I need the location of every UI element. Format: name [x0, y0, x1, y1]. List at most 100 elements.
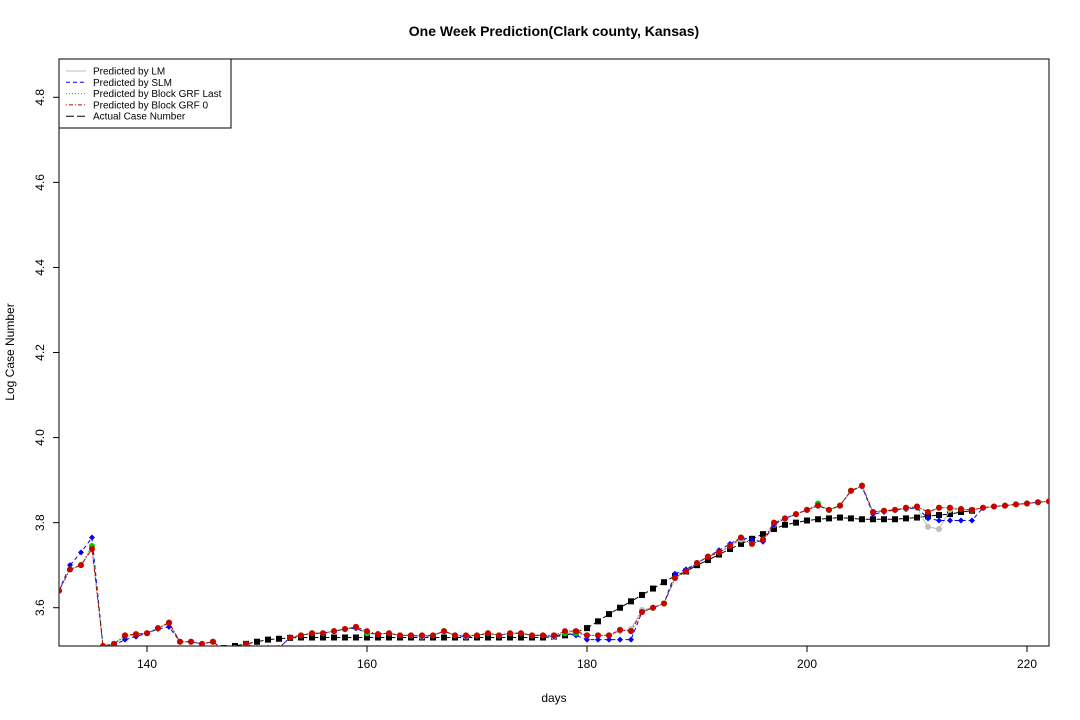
data-point-grf0	[463, 632, 469, 639]
data-point-grf0	[507, 630, 513, 637]
series-layer	[59, 482, 1049, 655]
data-point-grf0	[452, 632, 458, 639]
data-point-grf0	[287, 634, 293, 641]
legend-label-grf0: Predicted by Block GRF 0	[93, 100, 208, 111]
data-point-grf0	[155, 625, 161, 632]
data-point-grf0	[166, 619, 172, 626]
data-point-actual	[870, 516, 876, 523]
data-point-actual	[375, 634, 381, 641]
data-point-grf0	[606, 632, 612, 639]
data-point-grf0	[342, 625, 348, 632]
data-point-grf0	[67, 566, 73, 573]
data-point-grf_last	[254, 647, 260, 653]
x-tick-label: 200	[797, 657, 817, 671]
series-line-grf0	[59, 484, 1049, 646]
data-point-grf0	[958, 506, 964, 513]
data-point-grf0	[749, 540, 755, 547]
data-point-grf0	[430, 632, 436, 639]
data-point-actual	[661, 579, 667, 586]
data-point-actual	[639, 591, 645, 598]
data-point-actual	[518, 634, 524, 641]
data-point-actual	[353, 634, 359, 641]
data-point-grf0	[925, 509, 931, 516]
data-point-actual	[936, 511, 942, 518]
data-point-slm	[969, 517, 975, 524]
data-point-grf0	[177, 638, 183, 645]
series-line-slm	[59, 485, 1049, 646]
data-point-actual	[386, 634, 392, 641]
y-tick-label: 3.8	[33, 514, 47, 531]
data-point-grf0	[408, 632, 414, 639]
x-tick-label: 180	[577, 657, 597, 671]
data-point-grf0	[320, 630, 326, 637]
data-point-grf0	[265, 645, 271, 646]
data-point-grf0	[683, 568, 689, 575]
data-point-slm	[89, 534, 95, 541]
data-point-slm	[595, 636, 601, 643]
data-point-grf_last	[221, 647, 227, 653]
x-axis-label: days	[541, 691, 566, 705]
data-point-actual	[265, 636, 271, 643]
legend-label-slm: Predicted by SLM	[93, 78, 172, 89]
data-point-grf0	[221, 647, 227, 653]
data-point-actual	[848, 515, 854, 522]
data-point-grf0	[738, 534, 744, 541]
data-point-grf0	[122, 632, 128, 639]
data-point-grf0	[1002, 502, 1008, 509]
data-point-grf0	[496, 632, 502, 639]
y-tick-label: 4.0	[33, 429, 47, 446]
data-point-slm	[584, 636, 590, 643]
data-point-grf0	[991, 503, 997, 510]
data-point-grf0	[870, 509, 876, 516]
data-point-grf0	[89, 546, 95, 553]
data-point-grf0	[804, 506, 810, 513]
data-point-grf0	[826, 506, 832, 513]
data-point-actual	[309, 634, 315, 641]
data-point-actual	[947, 511, 953, 518]
data-point-actual	[815, 516, 821, 523]
plot-area-border	[58, 58, 1050, 647]
data-point-lm	[254, 647, 260, 653]
data-point-grf0	[661, 600, 667, 607]
data-point-slm	[672, 570, 678, 577]
data-point-grf0	[903, 504, 909, 511]
y-tick-label: 4.6	[33, 174, 47, 191]
data-point-slm	[628, 636, 634, 643]
data-point-grf0	[331, 628, 337, 635]
data-point-actual	[166, 649, 172, 655]
data-point-grf0	[111, 640, 117, 646]
y-tick-label: 4.8	[33, 89, 47, 106]
data-point-actual	[826, 515, 832, 522]
data-point-grf0	[485, 630, 491, 637]
data-point-lm	[925, 523, 931, 530]
data-point-actual	[364, 634, 370, 641]
data-point-grf0	[1013, 501, 1019, 508]
data-point-grf0	[628, 628, 634, 635]
data-point-actual	[793, 519, 799, 526]
data-point-grf0	[133, 631, 139, 638]
data-point-actual	[210, 649, 216, 655]
data-point-grf0	[551, 632, 557, 639]
data-point-slm	[925, 515, 931, 522]
data-point-grf0	[694, 560, 700, 567]
data-point-grf0	[254, 645, 260, 646]
data-point-grf0	[276, 645, 282, 646]
data-point-actual	[705, 557, 711, 564]
data-point-grf0	[716, 549, 722, 556]
y-tick-label: 3.6	[33, 599, 47, 616]
data-point-grf0	[936, 504, 942, 511]
data-point-actual	[111, 649, 117, 655]
data-point-actual	[606, 611, 612, 618]
data-point-actual	[331, 634, 337, 641]
data-point-actual	[507, 634, 513, 641]
data-point-actual	[188, 649, 194, 655]
data-point-actual	[441, 634, 447, 641]
data-point-actual	[485, 634, 491, 641]
data-point-actual	[914, 514, 920, 521]
data-point-actual	[881, 516, 887, 523]
series-actual	[111, 507, 975, 655]
data-point-grf0	[837, 502, 843, 509]
data-point-lm	[936, 526, 942, 533]
data-point-grf0	[859, 482, 865, 489]
data-point-grf0	[419, 632, 425, 639]
